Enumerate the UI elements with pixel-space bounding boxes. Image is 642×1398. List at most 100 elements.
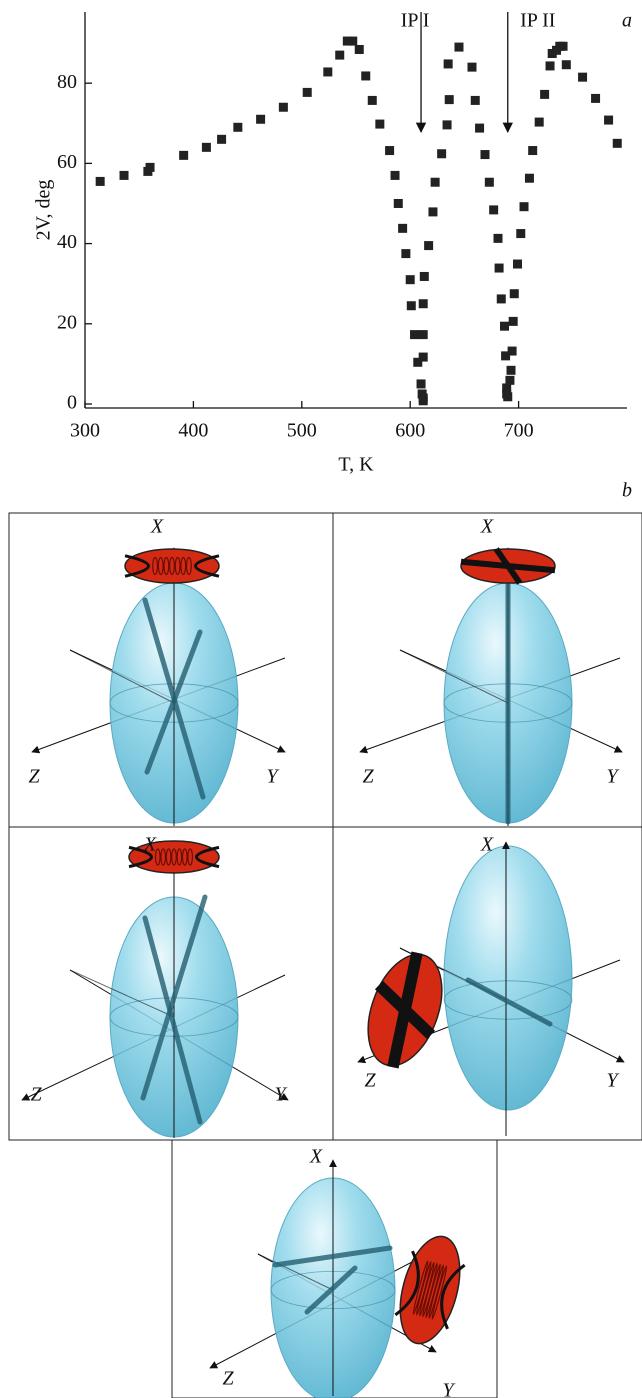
conoscopic-figure: [461, 549, 555, 583]
point: [475, 124, 484, 133]
point: [497, 294, 506, 303]
point: [417, 379, 426, 388]
axis-label: Z: [222, 1368, 234, 1390]
annotation: IP II: [520, 10, 555, 32]
conoscopic-figure: [125, 549, 219, 583]
point: [96, 177, 105, 186]
diagram-panel: X Z Y: [333, 513, 642, 827]
x-tick-label: 500: [287, 420, 317, 442]
point: [398, 224, 407, 233]
diagram-panel: XZY: [172, 1140, 497, 1398]
point: [467, 63, 476, 72]
point: [146, 163, 155, 172]
point: [424, 241, 433, 250]
axis-label: Z: [30, 1084, 42, 1106]
point: [516, 229, 525, 238]
axis-label: Z: [362, 766, 374, 788]
axis-label: Y: [606, 766, 619, 788]
axis-label: Y: [274, 1084, 287, 1106]
x-axis-label: T, K: [338, 454, 374, 476]
point: [368, 96, 377, 105]
axis-label: Y: [442, 1380, 455, 1398]
point: [513, 260, 522, 269]
point: [419, 396, 428, 405]
y-tick-label: 40: [57, 231, 77, 253]
point: [323, 67, 332, 76]
point: [505, 376, 514, 385]
point: [179, 151, 188, 160]
conoscopic-figure: [390, 1230, 471, 1350]
axis-label: X: [150, 516, 164, 538]
point: [509, 317, 518, 326]
axis-label: X: [143, 834, 157, 856]
panel-label: b: [622, 480, 632, 502]
y-tick-label: 0: [67, 392, 77, 414]
point: [419, 330, 428, 339]
point: [361, 71, 370, 80]
x-tick-label: 600: [395, 420, 425, 442]
point: [279, 103, 288, 112]
axis-label: X: [480, 516, 494, 538]
point: [535, 118, 544, 127]
y-tick-label: 80: [57, 71, 77, 93]
point: [348, 37, 357, 46]
point: [202, 143, 211, 152]
point: [401, 249, 410, 258]
annotation: IP I: [401, 10, 430, 32]
point: [391, 171, 400, 180]
point: [410, 330, 419, 339]
point: [443, 120, 452, 129]
y-tick-label: 20: [57, 311, 77, 333]
point: [454, 43, 463, 52]
point: [562, 60, 571, 69]
point: [303, 88, 312, 97]
y-axis-label: 2V, deg: [33, 180, 55, 241]
point: [445, 95, 454, 104]
point: [485, 178, 494, 187]
point: [528, 146, 537, 155]
point: [578, 73, 587, 82]
diagram-panel: X Z Y: [9, 827, 333, 1140]
disk: [125, 549, 219, 583]
disk: [129, 841, 219, 873]
axis-label: X: [480, 834, 494, 856]
conoscopic-figure: [129, 841, 219, 873]
point: [546, 61, 555, 70]
point: [419, 353, 428, 362]
point: [355, 45, 364, 54]
point: [500, 322, 509, 331]
x-tick-label: 400: [178, 420, 208, 442]
point: [385, 146, 394, 155]
point: [444, 59, 453, 68]
point: [520, 202, 529, 211]
point: [420, 272, 429, 281]
figure: a 2V, deg T, K b 0 20 40 60 80 300 400 500 600 70…: [0, 0, 642, 1398]
axis-label: Y: [266, 766, 279, 788]
axis-label: Z: [364, 1070, 376, 1092]
y-tick-label: 60: [57, 151, 77, 173]
point: [406, 275, 415, 284]
point: [540, 90, 549, 99]
point: [503, 392, 512, 401]
panel-label: a: [622, 10, 632, 32]
point: [471, 96, 480, 105]
indicatrix: [444, 846, 572, 1110]
point: [437, 149, 446, 158]
disk: [390, 1230, 471, 1350]
point: [431, 178, 440, 187]
point: [480, 150, 489, 159]
point: [525, 174, 534, 183]
point: [419, 299, 428, 308]
point: [120, 171, 129, 180]
point: [604, 116, 613, 125]
point: [217, 135, 226, 144]
point: [495, 264, 504, 273]
x-tick-label: 300: [70, 420, 100, 442]
x-tick-label: 700: [504, 420, 534, 442]
point: [407, 301, 416, 310]
point: [489, 205, 498, 214]
point: [256, 115, 265, 124]
point: [507, 366, 516, 375]
point: [508, 347, 517, 356]
